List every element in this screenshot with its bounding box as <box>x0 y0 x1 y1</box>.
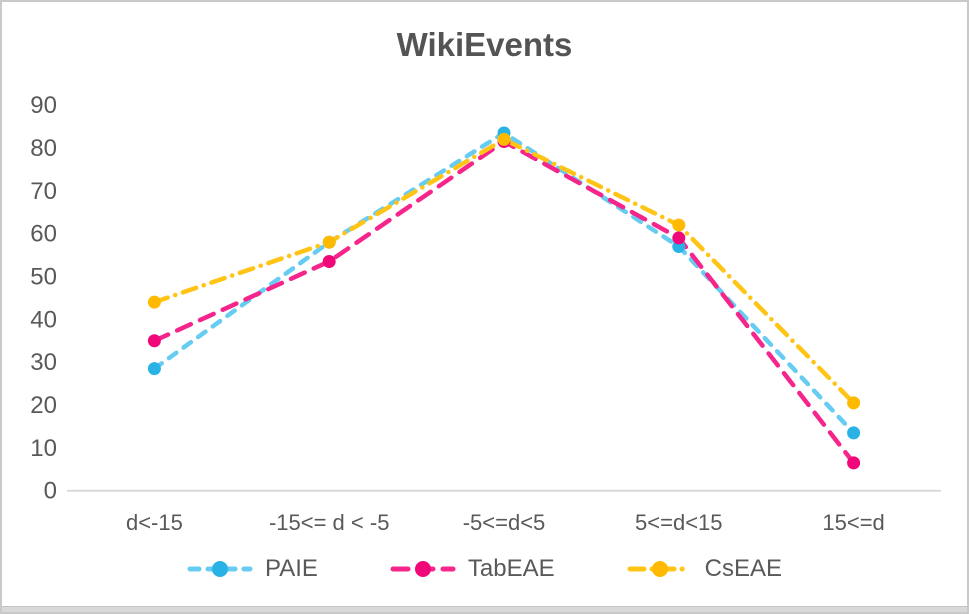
x-axis-category-label-1: -15<= d < -5 <box>269 510 389 535</box>
data-point-PAIE-4[interactable] <box>847 426 861 440</box>
x-axis-category-label-2: -5<=d<5 <box>463 510 546 535</box>
cseae-line-marker-icon <box>627 561 693 577</box>
data-point-CsEAE-3[interactable] <box>672 218 686 232</box>
line-chart-plot-area: 0 10 20 30 40 50 60 70 80 90 d<-15 -15<= d < -5 -5<=… <box>30 92 941 535</box>
legend-label-paie: PAIE <box>265 555 318 582</box>
y-axis-tick-label-0: 0 <box>44 478 57 505</box>
data-point-TabEAE-0[interactable] <box>147 334 161 348</box>
data-point-CsEAE-0[interactable] <box>147 295 161 309</box>
y-axis-tick-label-50: 50 <box>30 263 57 290</box>
y-axis-tick-label-60: 60 <box>30 221 57 248</box>
series-line-TabEAE <box>152 139 856 466</box>
data-point-TabEAE-1[interactable] <box>322 254 336 268</box>
legend-marker-sample <box>414 561 431 577</box>
data-point-CsEAE-4[interactable] <box>847 396 861 410</box>
y-axis-tick-label-40: 40 <box>30 306 57 333</box>
y-axis-tick-label-10: 10 <box>30 435 57 462</box>
x-axis-category-label-3: 5<=d<15 <box>635 510 722 535</box>
x-axis-category-label-0: d<-15 <box>126 510 183 535</box>
chart-legend: PAIE TabEAE CsEAE <box>2 555 967 583</box>
legend-marker-sample <box>651 561 668 577</box>
legend-item-cseae[interactable]: CsEAE <box>627 555 782 583</box>
y-axis-tick-label-30: 30 <box>30 349 57 376</box>
x-axis-category-label-4: 15<=d <box>822 510 884 535</box>
data-point-TabEAE-4[interactable] <box>847 456 861 470</box>
tabeae-line-marker-icon <box>390 561 456 577</box>
legend-label-tabeae: TabEAE <box>467 555 555 582</box>
data-point-TabEAE-3[interactable] <box>672 231 686 245</box>
series-line-PAIE <box>152 130 856 436</box>
data-point-PAIE-0[interactable] <box>147 362 161 376</box>
data-point-CsEAE-2[interactable] <box>497 132 511 146</box>
y-axis-tick-label-70: 70 <box>30 178 57 205</box>
y-axis-tick-label-80: 80 <box>30 135 57 162</box>
legend-label-cseae: CsEAE <box>704 555 782 582</box>
chart-title: WikiEvents <box>396 26 573 63</box>
series-line-CsEAE <box>152 137 856 406</box>
legend-item-paie[interactable]: PAIE <box>187 555 318 583</box>
y-axis-tick-label-20: 20 <box>30 392 57 419</box>
paie-line-marker-icon <box>187 561 253 577</box>
y-axis-tick-label-90: 90 <box>30 92 57 119</box>
legend-marker-sample <box>212 561 228 577</box>
legend-item-tabeae[interactable]: TabEAE <box>390 555 555 583</box>
window-bottom-edge <box>2 606 967 612</box>
data-point-CsEAE-1[interactable] <box>322 235 336 249</box>
